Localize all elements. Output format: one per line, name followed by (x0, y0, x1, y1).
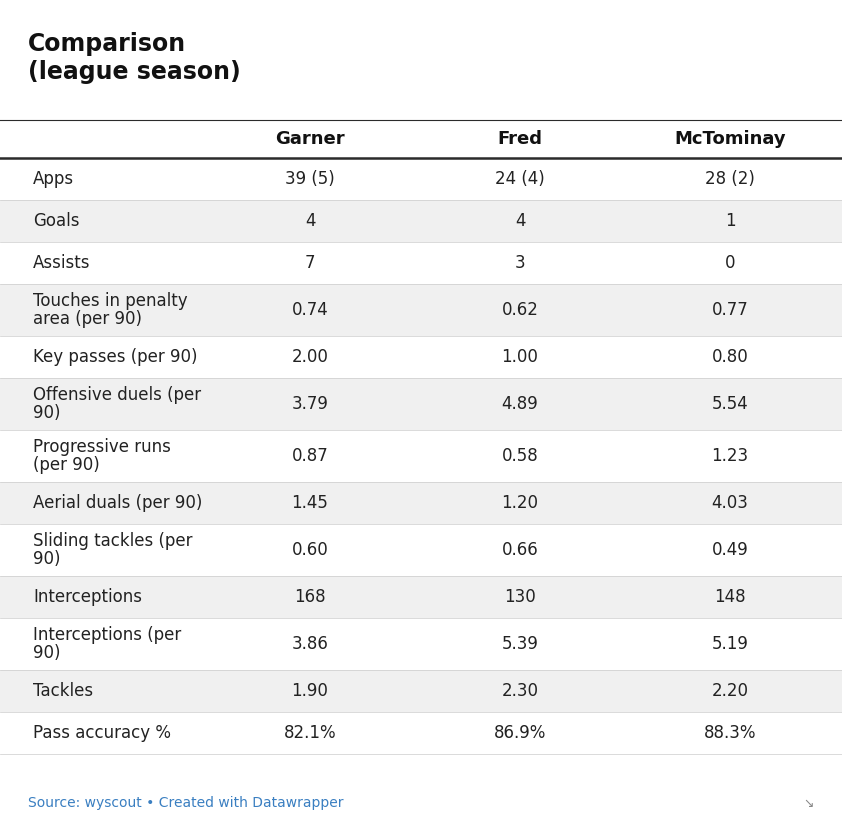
Text: 90): 90) (33, 550, 61, 568)
Text: Pass accuracy %: Pass accuracy % (33, 724, 171, 742)
Text: 3: 3 (514, 254, 525, 272)
Text: 86.9%: 86.9% (493, 724, 546, 742)
Bar (0, 242, 842, 284)
Bar (0, 576, 842, 618)
Text: 4.89: 4.89 (502, 395, 538, 413)
Bar (0, 712, 842, 754)
Text: 0.49: 0.49 (711, 541, 749, 559)
Text: (league season): (league season) (28, 60, 241, 84)
Text: 5.39: 5.39 (502, 635, 538, 653)
Text: 90): 90) (33, 404, 61, 422)
Text: 4: 4 (305, 212, 315, 230)
Text: Interceptions: Interceptions (33, 588, 142, 606)
Text: 24 (4): 24 (4) (495, 170, 545, 188)
Text: 88.3%: 88.3% (704, 724, 756, 742)
Text: 0.58: 0.58 (502, 447, 538, 465)
Text: 130: 130 (504, 588, 536, 606)
Text: Progressive runs: Progressive runs (33, 438, 171, 456)
Text: Garner: Garner (275, 130, 345, 148)
Text: Interceptions (per: Interceptions (per (33, 626, 181, 644)
Bar (0, 430, 842, 482)
Text: 7: 7 (305, 254, 315, 272)
Bar (0, 378, 842, 430)
Bar (0, 670, 842, 712)
Bar (0, 336, 842, 378)
Text: area (per 90): area (per 90) (33, 310, 142, 328)
Text: Aerial duals (per 90): Aerial duals (per 90) (33, 494, 202, 512)
Text: 28 (2): 28 (2) (705, 170, 755, 188)
Text: Sliding tackles (per: Sliding tackles (per (33, 532, 193, 550)
Text: 1.20: 1.20 (502, 494, 539, 512)
Text: McTominay: McTominay (674, 130, 786, 148)
Text: 0.77: 0.77 (711, 301, 749, 319)
Text: 0.66: 0.66 (502, 541, 538, 559)
Text: Comparison: Comparison (28, 32, 186, 56)
Text: Key passes (per 90): Key passes (per 90) (33, 348, 198, 366)
Text: 148: 148 (714, 588, 746, 606)
Text: 0: 0 (725, 254, 735, 272)
Text: Source: wyscout • Created with Datawrapper: Source: wyscout • Created with Datawrapp… (28, 796, 344, 810)
Text: 5.19: 5.19 (711, 635, 749, 653)
Text: 1: 1 (725, 212, 735, 230)
Text: 5.54: 5.54 (711, 395, 749, 413)
Text: 2.30: 2.30 (502, 682, 539, 700)
Bar (0, 284, 842, 336)
Text: 1.00: 1.00 (502, 348, 538, 366)
Text: Offensive duels (per: Offensive duels (per (33, 386, 201, 404)
Text: Touches in penalty: Touches in penalty (33, 292, 188, 310)
Text: 39 (5): 39 (5) (285, 170, 335, 188)
Text: 4.03: 4.03 (711, 494, 749, 512)
Text: 90): 90) (33, 644, 61, 662)
Bar (0, 524, 842, 576)
Text: 0.74: 0.74 (291, 301, 328, 319)
Text: 2.20: 2.20 (711, 682, 749, 700)
Bar (0, 200, 842, 242)
Text: 3.86: 3.86 (291, 635, 328, 653)
Text: Apps: Apps (33, 170, 74, 188)
Text: 4: 4 (514, 212, 525, 230)
Text: Tackles: Tackles (33, 682, 93, 700)
Bar (0, 482, 842, 524)
Text: 3.79: 3.79 (291, 395, 328, 413)
Bar (0, 618, 842, 670)
Text: 0.60: 0.60 (291, 541, 328, 559)
Text: 1.23: 1.23 (711, 447, 749, 465)
Text: ↘: ↘ (803, 797, 814, 810)
Text: 2.00: 2.00 (291, 348, 328, 366)
Text: (per 90): (per 90) (33, 456, 99, 474)
Text: 1.45: 1.45 (291, 494, 328, 512)
Text: Fred: Fred (498, 130, 542, 148)
Text: 0.80: 0.80 (711, 348, 749, 366)
Text: Goals: Goals (33, 212, 79, 230)
Text: 0.87: 0.87 (291, 447, 328, 465)
Text: 168: 168 (294, 588, 326, 606)
Bar (0, 158, 842, 200)
Text: 1.90: 1.90 (291, 682, 328, 700)
Text: 0.62: 0.62 (502, 301, 538, 319)
Text: 82.1%: 82.1% (284, 724, 336, 742)
Text: Assists: Assists (33, 254, 90, 272)
